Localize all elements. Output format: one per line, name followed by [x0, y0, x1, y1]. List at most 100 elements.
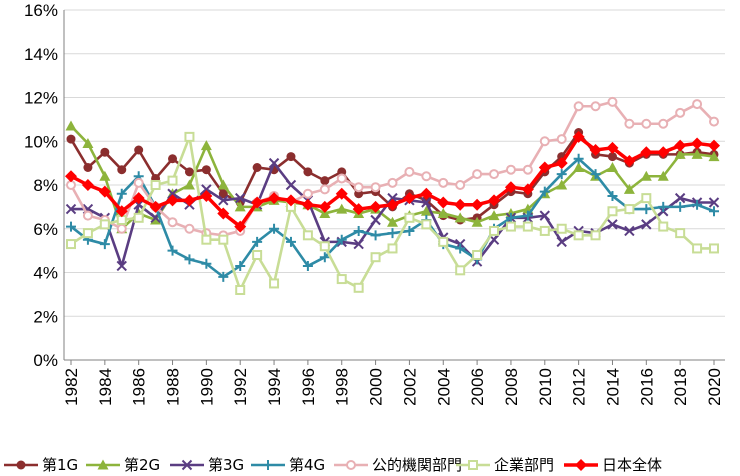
legend-item: 日本全体: [564, 456, 662, 474]
legend-item: 第1G: [4, 456, 78, 474]
data-point: [235, 285, 246, 295]
data-point: [691, 148, 703, 159]
x-axis: 1982 1984 1986 1988 1990 1992 1994 1996 1998 2000…: [62, 359, 725, 406]
data-point: [183, 179, 195, 190]
data-point: [692, 99, 703, 110]
data-point: [421, 197, 432, 208]
data-point: [252, 236, 263, 247]
data-point: [218, 234, 229, 245]
y-tick-label: 0%: [33, 351, 58, 370]
data-point: [200, 140, 212, 151]
data-point: [471, 216, 483, 227]
data-point: [319, 252, 330, 263]
x-tick-label: 2008: [502, 368, 521, 406]
data-point: [285, 179, 297, 191]
data-point: [167, 188, 178, 199]
data-point: [623, 154, 636, 167]
data-point: [82, 210, 93, 221]
data-point: [217, 179, 229, 190]
data-point: [167, 217, 178, 228]
data-point: [66, 134, 76, 144]
data-point: [336, 173, 347, 184]
data-point: [201, 165, 211, 175]
legend-marker: [16, 460, 26, 470]
data-point: [641, 193, 652, 204]
data-point: [657, 146, 670, 159]
data-point: [132, 192, 145, 205]
legend-item: 第4G: [251, 456, 325, 474]
data-point: [455, 265, 466, 276]
data-point: [640, 170, 652, 181]
data-point: [539, 186, 550, 197]
y-tick-label: 4%: [33, 264, 58, 283]
data-point: [489, 225, 500, 236]
x-tick-label: 2004: [434, 368, 453, 406]
data-point: [640, 146, 653, 159]
data-point: [607, 190, 618, 201]
data-point: [387, 216, 398, 227]
x-tick-label: 1990: [197, 368, 216, 406]
x-tick-label: 2020: [705, 368, 724, 406]
data-point: [134, 145, 144, 155]
data-point: [386, 198, 399, 211]
data-point: [336, 274, 347, 285]
y-tick-label: 12%: [24, 89, 58, 108]
series-line: [69, 100, 715, 237]
data-point: [353, 282, 364, 293]
x-tick-label: 1994: [265, 368, 284, 406]
data-point: [352, 203, 365, 216]
data-point: [504, 181, 517, 194]
x-tick-label: 2010: [536, 368, 555, 406]
data-point: [572, 130, 585, 143]
y-tick-label: 16%: [24, 1, 58, 20]
data-point: [268, 157, 280, 169]
data-point: [167, 245, 178, 256]
x-tick-label: 1984: [96, 368, 115, 406]
data-point: [606, 141, 619, 154]
series-7: [65, 130, 720, 233]
data-point: [115, 205, 128, 218]
data-point: [116, 223, 127, 234]
data-point: [472, 250, 483, 260]
x-tick-label: 2018: [671, 368, 690, 406]
data-point: [709, 206, 719, 217]
data-point: [573, 153, 584, 164]
legend-label: 第2G: [124, 456, 160, 474]
x-tick-label: 2006: [468, 368, 487, 406]
data-point: [99, 239, 110, 250]
data-point: [573, 162, 585, 172]
data-point: [438, 236, 449, 247]
legend-item: 第3G: [170, 456, 244, 474]
y-tick-label: 2%: [33, 307, 58, 326]
x-tick-label: 2000: [367, 368, 386, 406]
data-point: [708, 139, 720, 152]
data-point: [387, 192, 398, 204]
x-tick-label: 2002: [400, 368, 419, 406]
data-point: [201, 234, 212, 245]
data-point: [149, 200, 162, 213]
data-point: [99, 219, 110, 230]
data-point: [335, 187, 348, 200]
legend-item: 企業部門: [456, 456, 554, 474]
data-point: [117, 165, 127, 175]
data-point: [437, 196, 450, 209]
data-point: [387, 243, 398, 254]
data-point: [369, 200, 382, 213]
data-point: [116, 260, 127, 272]
data-point: [269, 223, 280, 234]
data-point: [201, 258, 212, 269]
data-point: [641, 118, 652, 129]
data-point: [65, 203, 77, 215]
data-point: [168, 154, 178, 164]
x-tick-label: 1996: [299, 368, 318, 406]
legend-marker: [181, 459, 193, 471]
data-point: [556, 179, 568, 190]
x-tick-label: 1992: [231, 368, 250, 406]
legend-label: 企業部門: [494, 456, 554, 474]
data-point: [674, 139, 687, 152]
data-point: [201, 184, 212, 195]
x-tick-label: 1988: [164, 368, 183, 406]
data-point: [505, 212, 516, 223]
x-tick-label: 2012: [570, 368, 589, 406]
